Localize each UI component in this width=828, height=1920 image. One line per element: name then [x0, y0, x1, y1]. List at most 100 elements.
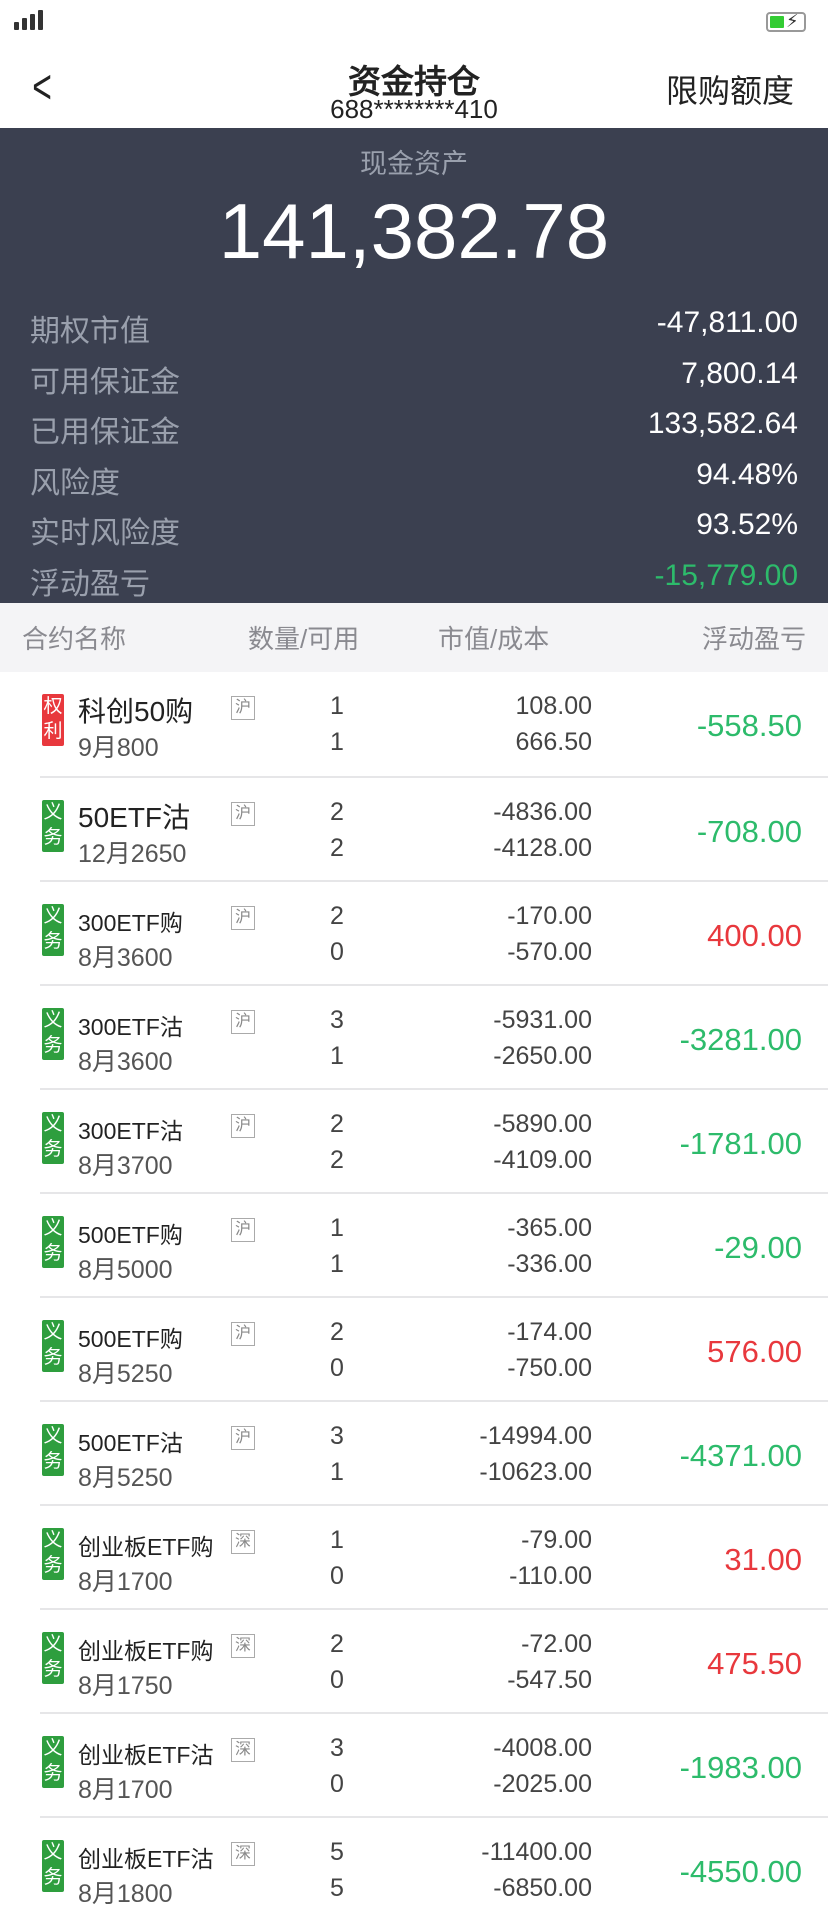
summary-value: -15,779.00 — [654, 558, 798, 592]
floating-pl: 576.00 — [707, 1334, 802, 1369]
quantity: 2 — [330, 1110, 344, 1138]
available: 2 — [330, 834, 344, 862]
table-header: 合约名称 数量/可用 市值/成本 浮动盈亏 — [0, 603, 828, 672]
table-row[interactable]: 义务 300ETF购 沪 8月3600 2 0 -170.00 -570.00 … — [40, 880, 828, 984]
contract-name: 300ETF沽 — [78, 1014, 183, 1040]
table-row[interactable]: 义务 500ETF购 沪 8月5000 1 1 -365.00 -336.00 … — [40, 1192, 828, 1296]
summary-row: 实时风险度 93.52% — [30, 508, 798, 552]
quantity: 1 — [330, 1526, 344, 1554]
quantity: 1 — [330, 1214, 344, 1242]
quantity: 3 — [330, 1734, 344, 1762]
position-type-tag: 义务 — [42, 1112, 64, 1164]
quantity: 3 — [330, 1006, 344, 1034]
available: 2 — [330, 1146, 344, 1174]
floating-pl: -1781.00 — [679, 1126, 802, 1161]
contract-month-strike: 8月3600 — [78, 1048, 173, 1076]
exchange-badge: 深 — [231, 1738, 255, 1762]
table-row[interactable]: 义务 500ETF沽 沪 8月5250 3 1 -14994.00 -10623… — [40, 1400, 828, 1504]
summary-value: 7,800.14 — [681, 356, 798, 390]
position-type-tag: 义务 — [42, 800, 64, 852]
cost: -10623.00 — [479, 1458, 592, 1486]
exchange-badge: 沪 — [231, 1114, 255, 1138]
header-contract: 合约名称 — [22, 624, 127, 654]
contract-name: 创业板ETF购 — [78, 1638, 214, 1664]
exchange-badge: 深 — [231, 1634, 255, 1658]
contract-name: 科创50购 — [78, 696, 194, 727]
table-row[interactable]: 义务 300ETF沽 沪 8月3600 3 1 -5931.00 -2650.0… — [40, 984, 828, 1088]
summary-row: 风险度 94.48% — [30, 458, 798, 502]
exchange-badge: 深 — [231, 1530, 255, 1554]
market-value: -11400.00 — [481, 1838, 592, 1866]
battery-charging-icon: ⚡ — [766, 11, 806, 32]
header-market-value: 市值/成本 — [438, 624, 550, 654]
contract-month-strike: 8月3600 — [78, 944, 173, 972]
summary-value: -47,811.00 — [656, 306, 798, 339]
available: 5 — [330, 1874, 344, 1902]
floating-pl: 475.50 — [707, 1646, 802, 1681]
contract-month-strike: 8月5000 — [78, 1256, 173, 1284]
market-value: -4836.00 — [493, 798, 592, 826]
cost: -570.00 — [507, 938, 592, 966]
market-value: -5890.00 — [493, 1110, 592, 1138]
summary-row: 期权市值 -47,811.00 — [30, 306, 798, 350]
contract-month-strike: 8月1800 — [78, 1880, 173, 1908]
quantity: 2 — [330, 798, 344, 826]
available: 0 — [330, 1666, 344, 1694]
contract-name: 创业板ETF购 — [78, 1534, 214, 1560]
available: 0 — [330, 938, 344, 966]
market-value: -5931.00 — [493, 1006, 592, 1034]
cost: -4109.00 — [493, 1146, 592, 1174]
contract-name: 500ETF购 — [78, 1326, 183, 1352]
contract-month-strike: 8月1700 — [78, 1568, 173, 1596]
cost: -6850.00 — [493, 1874, 592, 1902]
cost: -2650.00 — [493, 1042, 592, 1070]
summary-value: 94.48% — [696, 457, 798, 491]
available: 1 — [330, 1250, 344, 1278]
market-value: -174.00 — [507, 1318, 592, 1346]
market-value: -170.00 — [507, 902, 592, 930]
exchange-badge: 深 — [231, 1842, 255, 1866]
status-bar: ⚡ — [0, 0, 828, 50]
quantity: 2 — [330, 1318, 344, 1346]
position-type-tag: 义务 — [42, 904, 64, 956]
page-title: 资金持仓 — [348, 63, 480, 100]
table-row[interactable]: 义务 50ETF沽 沪 12月2650 2 2 -4836.00 -4128.0… — [40, 776, 828, 880]
exchange-badge: 沪 — [231, 802, 255, 826]
contract-month-strike: 9月800 — [78, 734, 159, 762]
table-row[interactable]: 义务 300ETF沽 沪 8月3700 2 2 -5890.00 -4109.0… — [40, 1088, 828, 1192]
asset-summary: 现金资产 141,382.78 期权市值 -47,811.00 可用保证金 7,800… — [0, 128, 828, 603]
floating-pl: -1983.00 — [679, 1750, 802, 1785]
available: 1 — [330, 1042, 344, 1070]
cost: -2025.00 — [493, 1770, 592, 1798]
cash-value: 141,382.78 — [218, 187, 610, 275]
table-row[interactable]: 义务 创业板ETF购 深 8月1700 1 0 -79.00 -110.00 3… — [40, 1504, 828, 1608]
purchase-limit-button[interactable]: 限购额度 — [665, 73, 794, 109]
summary-value: 93.52% — [696, 508, 798, 541]
contract-name: 创业板ETF沽 — [78, 1846, 214, 1872]
available: 1 — [330, 728, 344, 756]
floating-pl: -558.50 — [696, 708, 802, 743]
summary-label: 期权市值 — [30, 315, 150, 348]
summary-label: 风险度 — [30, 466, 120, 500]
table-row[interactable]: 义务 创业板ETF沽 深 8月1700 3 0 -4008.00 -2025.0… — [40, 1712, 828, 1816]
market-value: -365.00 — [507, 1214, 592, 1242]
table-row[interactable]: 义务 创业板ETF购 深 8月1750 2 0 -72.00 -547.50 4… — [40, 1608, 828, 1712]
table-row[interactable]: 义务 500ETF购 沪 8月5250 2 0 -174.00 -750.00 … — [40, 1296, 828, 1400]
market-value: -14994.00 — [479, 1422, 592, 1450]
table-row[interactable]: 权利 科创50购 沪 9月800 1 1 108.00 666.50 -558.… — [40, 672, 828, 776]
contract-name: 创业板ETF沽 — [78, 1742, 214, 1768]
exchange-badge: 沪 — [231, 906, 255, 930]
exchange-badge: 沪 — [231, 696, 255, 720]
summary-row: 已用保证金 133,582.64 — [30, 407, 798, 451]
summary-label: 实时风险度 — [30, 517, 180, 550]
floating-pl: 400.00 — [707, 918, 802, 953]
chevron-left-icon[interactable]: < — [32, 61, 52, 114]
table-row[interactable]: 义务 创业板ETF沽 深 8月1800 5 5 -11400.00 -6850.… — [40, 1816, 828, 1920]
position-type-tag: 权利 — [42, 694, 64, 746]
summary-label: 可用保证金 — [30, 365, 180, 399]
quantity: 2 — [330, 1630, 344, 1658]
cost: -336.00 — [507, 1250, 592, 1278]
floating-pl: -3281.00 — [679, 1022, 802, 1057]
quantity: 2 — [330, 902, 344, 930]
exchange-badge: 沪 — [231, 1010, 255, 1034]
